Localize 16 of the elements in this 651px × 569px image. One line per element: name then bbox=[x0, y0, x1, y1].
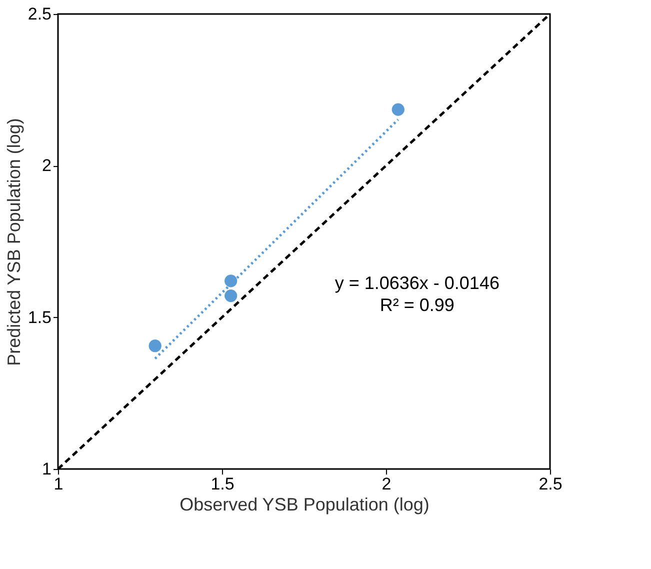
x-axis-title: Observed YSB Population (log) bbox=[180, 494, 430, 514]
x-tick-label: 2 bbox=[382, 474, 392, 494]
x-tick-label: 1 bbox=[54, 474, 64, 494]
point bbox=[148, 340, 162, 352]
point bbox=[224, 274, 238, 288]
y-axis-title: Predicted YSB Population (log) bbox=[4, 118, 24, 366]
point bbox=[392, 103, 404, 116]
x-tick-label: 1.5 bbox=[210, 474, 234, 494]
y-tick-label: 2 bbox=[42, 156, 52, 176]
y-tick-label: 2.5 bbox=[28, 4, 52, 24]
y-tick-label: 1 bbox=[42, 460, 52, 478]
annotation: y = 1.0636x - 0.0146 bbox=[334, 273, 500, 293]
point bbox=[224, 289, 238, 302]
annotation: R² = 0.99 bbox=[380, 295, 454, 315]
x-tick-label: 2.5 bbox=[538, 474, 562, 494]
y-tick-label: 1.5 bbox=[28, 308, 52, 327]
